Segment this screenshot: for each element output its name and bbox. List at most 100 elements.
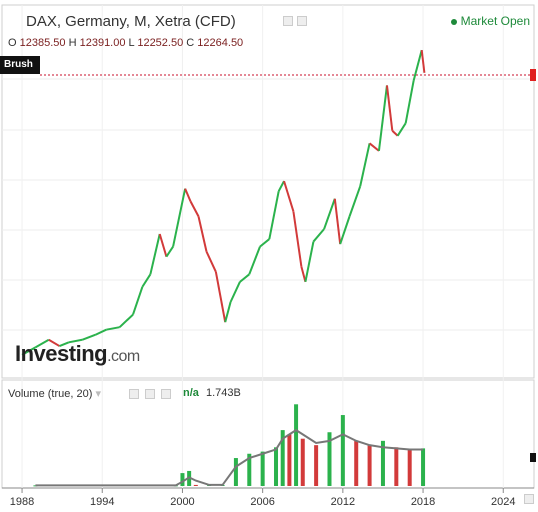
volume-series bbox=[33, 404, 426, 487]
price-scale-marker bbox=[530, 69, 536, 81]
volume-bar bbox=[180, 473, 185, 486]
price-segment bbox=[339, 216, 351, 245]
gear-icon[interactable] bbox=[297, 16, 307, 26]
volume-bar bbox=[354, 440, 359, 486]
chevron-down-icon[interactable]: ▾ bbox=[95, 388, 101, 400]
volume-na-label: n/a bbox=[183, 387, 199, 399]
volume-bar bbox=[327, 432, 332, 486]
price-segment bbox=[323, 198, 336, 230]
price-segment bbox=[68, 338, 83, 344]
volume-bar bbox=[394, 447, 399, 486]
price-segment bbox=[391, 130, 399, 137]
price-segment bbox=[118, 313, 134, 328]
volume-bar bbox=[380, 440, 385, 486]
price-segment bbox=[420, 50, 426, 73]
x-tick-label: 2006 bbox=[250, 496, 274, 508]
ohlc-readout: O 12385.50 H 12391.00 L 12252.50 C 12264… bbox=[8, 37, 244, 49]
eye-icon[interactable] bbox=[283, 16, 293, 26]
gridlines bbox=[2, 5, 534, 488]
price-segment bbox=[184, 188, 192, 202]
price-segment bbox=[59, 341, 70, 348]
market-status: Market Open bbox=[450, 14, 530, 28]
price-segment bbox=[300, 266, 307, 283]
x-tick-label: 2018 bbox=[411, 496, 435, 508]
price-segment bbox=[21, 346, 36, 356]
volume-bar bbox=[287, 434, 292, 486]
price-segment bbox=[132, 286, 144, 315]
high-value: 12391.00 bbox=[79, 37, 126, 49]
price-segment bbox=[214, 271, 227, 323]
volume-bar bbox=[274, 447, 279, 486]
price-segment bbox=[304, 241, 315, 283]
price-segment bbox=[34, 338, 50, 349]
status-dot-icon bbox=[450, 18, 457, 25]
price-segment bbox=[158, 233, 168, 257]
close-icon[interactable] bbox=[161, 389, 171, 399]
price-series bbox=[21, 49, 426, 356]
price-segment bbox=[149, 233, 161, 275]
x-tick-label: 2000 bbox=[170, 496, 194, 508]
price-segment bbox=[81, 333, 96, 341]
price-segment bbox=[377, 85, 388, 152]
price-segment bbox=[172, 188, 187, 247]
gear-icon[interactable] bbox=[145, 389, 155, 399]
open-value: 12385.50 bbox=[19, 37, 66, 49]
time-axis: 1988 1994 2000 2006 2012 2018 2024 bbox=[10, 488, 515, 508]
price-segment bbox=[312, 228, 325, 243]
x-tick-label: 1988 bbox=[10, 496, 34, 508]
price-segment bbox=[189, 200, 200, 217]
price-pane-frame bbox=[1, 4, 535, 379]
volume-value: 1.743B bbox=[206, 387, 241, 399]
price-segment bbox=[141, 273, 152, 288]
price-segment bbox=[229, 281, 241, 303]
volume-bar bbox=[233, 458, 238, 486]
price-segment bbox=[165, 246, 174, 258]
volume-bar bbox=[407, 449, 412, 486]
price-segment bbox=[359, 143, 371, 187]
volume-bar bbox=[260, 451, 265, 486]
volume-bar bbox=[247, 453, 252, 486]
price-segment bbox=[412, 49, 423, 81]
volume-scale-marker bbox=[530, 453, 536, 462]
price-segment bbox=[283, 180, 295, 212]
low-value: 12252.50 bbox=[137, 37, 184, 49]
volume-bar bbox=[280, 430, 285, 486]
price-segment bbox=[277, 180, 285, 192]
price-segment bbox=[333, 198, 342, 245]
volume-bar bbox=[294, 404, 299, 486]
x-tick-label: 2012 bbox=[331, 496, 355, 508]
x-tick-label: 2024 bbox=[491, 496, 515, 508]
price-segment bbox=[106, 326, 120, 331]
price-segment bbox=[95, 328, 107, 336]
volume-bar bbox=[367, 445, 372, 486]
close-value: 12264.50 bbox=[197, 37, 244, 49]
price-segment bbox=[205, 251, 217, 273]
price-segment bbox=[404, 80, 415, 124]
volume-bar bbox=[193, 484, 198, 486]
chart-title: DAX, Germany, M, Xetra (CFD) bbox=[26, 13, 236, 30]
price-segment bbox=[224, 301, 232, 323]
price-segment bbox=[396, 122, 407, 137]
volume-bar bbox=[300, 438, 305, 486]
price-segment bbox=[197, 216, 208, 252]
price-segment bbox=[248, 246, 261, 275]
volume-bar bbox=[340, 415, 345, 486]
volume-bar bbox=[314, 445, 319, 486]
price-segment bbox=[385, 85, 394, 131]
price-segment bbox=[368, 142, 380, 152]
price-segment bbox=[292, 211, 303, 267]
volume-bar bbox=[421, 448, 426, 486]
brush-tool-label[interactable]: Brush bbox=[0, 56, 40, 74]
calendar-icon[interactable] bbox=[524, 494, 534, 504]
investing-logo: Investing.com bbox=[15, 341, 140, 366]
price-segment bbox=[348, 185, 362, 217]
x-tick-label: 1994 bbox=[90, 496, 114, 508]
price-segment bbox=[259, 238, 270, 248]
price-segment bbox=[239, 273, 250, 283]
volume-ma-line bbox=[35, 428, 424, 487]
price-segment bbox=[48, 338, 60, 347]
eye-icon[interactable] bbox=[129, 389, 139, 399]
volume-indicator-title[interactable]: Volume (true, 20) ▾ bbox=[8, 388, 101, 400]
